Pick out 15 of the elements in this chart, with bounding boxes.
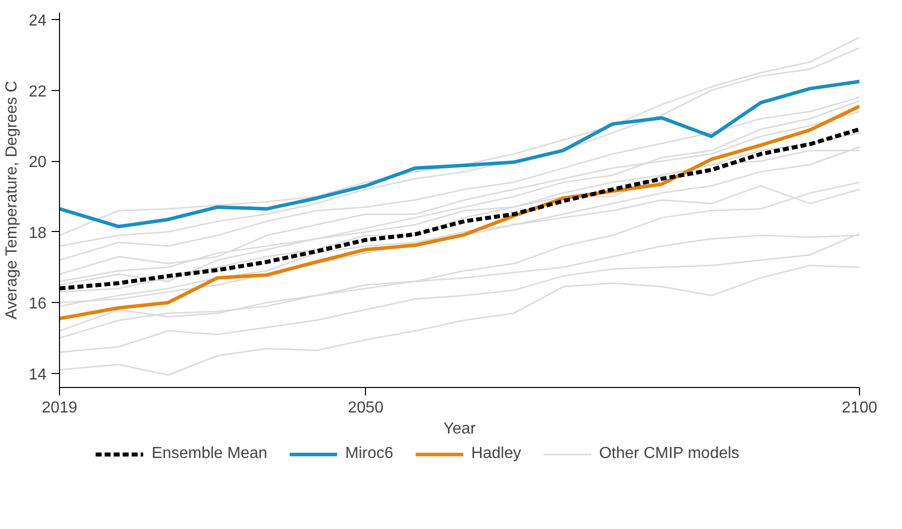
y-axis-title: Average Temperature, Degrees C [4,80,21,320]
legend-label: Other CMIP models [599,445,740,463]
legend-label: Ensemble Mean [152,445,268,463]
y-tick-label: 20 [28,154,47,172]
y-tick-label: 16 [28,296,47,313]
x-tick-label: 2019 [42,400,78,416]
x-tick-label: 2100 [842,400,878,416]
x-tick-label: 2050 [348,400,384,416]
legend-label: Hadley [471,445,522,463]
y-tick-label: 24 [28,12,47,30]
y-tick-label: 14 [28,366,47,384]
legend-label: Miroc6 [345,445,394,463]
x-axis-title: Year [443,420,476,438]
y-tick-label: 18 [28,224,47,242]
y-tick-label: 22 [28,83,47,100]
